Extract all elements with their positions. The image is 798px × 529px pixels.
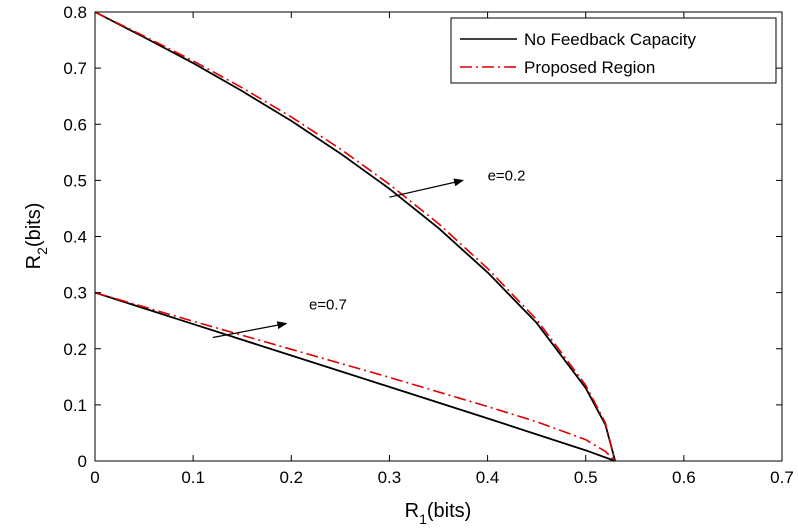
proposed-region-curve-e02 xyxy=(94,11,616,462)
x-axis-label-main: R xyxy=(405,500,419,522)
x-tick-label: 0.7 xyxy=(770,468,794,487)
y-axis-label-suffix: (bits) xyxy=(23,203,45,247)
y-axis-label-main: R xyxy=(23,255,45,269)
series-layer xyxy=(94,11,617,462)
x-axis-label: R1(bits) xyxy=(405,500,472,527)
y-axis-label: R2(bits) xyxy=(23,203,50,270)
x-axis-label-sub: 1 xyxy=(419,511,427,527)
proposed-region-curve-e07 xyxy=(94,291,616,462)
no-feedback-capacity-curve-e07 xyxy=(94,291,616,462)
x-axis-label-suffix: (bits) xyxy=(427,500,471,522)
x-tick-label: 0.2 xyxy=(279,468,303,487)
y-tick-label: 0.1 xyxy=(63,396,87,415)
x-tick-label: 0 xyxy=(90,468,99,487)
no-feedback-capacity-curve-e02 xyxy=(94,11,617,462)
annotation-arrow xyxy=(389,178,465,198)
annotation-layer: e=0.2 e=0.7 xyxy=(212,167,526,339)
y-tick-label: 0.7 xyxy=(63,59,87,78)
x-tick-label: 0.6 xyxy=(672,468,696,487)
annotation-label: e=0.2 xyxy=(488,167,526,184)
legend-box xyxy=(450,17,777,84)
y-tick-label: 0.4 xyxy=(63,228,87,247)
plot-background xyxy=(95,12,782,461)
y-tick-label: 0.3 xyxy=(63,284,87,303)
annotation-arrow xyxy=(212,321,288,339)
annotation-label: e=0.7 xyxy=(309,296,347,313)
y-tick-label: 0.8 xyxy=(63,3,87,22)
y-tick-label: 0 xyxy=(78,452,87,471)
legend-label-proposed: Proposed Region xyxy=(524,58,655,77)
ticks-layer: 0 0.1 0.2 0.3 0.4 0.5 0.6 0.7 0 0.1 0.2 0.3 0.4 0.5 0.… xyxy=(63,3,793,487)
legend-label-no-feedback: No Feedback Capacity xyxy=(524,30,696,49)
x-tick-label: 0.4 xyxy=(476,468,500,487)
y-tick-label: 0.5 xyxy=(63,171,87,190)
legend: No Feedback Capacity Proposed Region xyxy=(450,17,777,84)
y-axis-label-sub: 2 xyxy=(34,247,50,255)
y-tick-label: 0.2 xyxy=(63,340,87,359)
x-tick-label: 0.3 xyxy=(378,468,402,487)
x-tick-label: 0.1 xyxy=(181,468,205,487)
y-tick-label: 0.6 xyxy=(63,115,87,134)
x-tick-label: 0.5 xyxy=(574,468,598,487)
